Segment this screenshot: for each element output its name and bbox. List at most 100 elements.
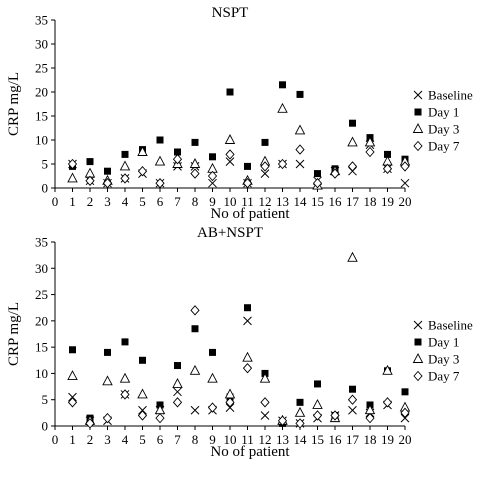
y-tick-label: 10 (35, 366, 48, 381)
data-point-diamond (225, 397, 235, 408)
data-point-diamond (137, 166, 148, 177)
data-point-diamond (137, 410, 148, 421)
data-point-cross (295, 159, 305, 169)
data-point-square (384, 150, 391, 158)
y-tick-label: 0 (42, 419, 49, 434)
data-point-square (69, 346, 76, 354)
data-point-diamond (102, 178, 113, 189)
x-tick-label: 20 (399, 432, 412, 447)
data-point-diamond (365, 146, 375, 158)
data-point-diamond (347, 394, 358, 405)
data-point-square (156, 136, 164, 144)
y-tick-label: 10 (35, 133, 48, 148)
x-tick-label: 8 (192, 432, 199, 447)
x-tick-label: 0 (52, 432, 59, 447)
data-point-square (209, 348, 216, 356)
data-point-triangle (364, 136, 376, 147)
data-point-cross (348, 405, 357, 415)
x-tick-label: 19 (381, 432, 394, 447)
data-point-cross (260, 411, 270, 420)
x-tick-label: 16 (329, 194, 343, 209)
data-point-diamond (277, 415, 288, 426)
data-point-square (401, 388, 409, 396)
x-tick-label: 1 (69, 194, 76, 209)
data-point-square (174, 362, 181, 370)
x-tick-label: 14 (294, 432, 308, 447)
legend-label: Day 3 (428, 352, 459, 367)
data-point-square (261, 138, 269, 146)
data-point-triangle (154, 155, 166, 166)
data-point-diamond (242, 178, 253, 189)
x-tick-label: 2 (87, 432, 94, 447)
data-point-square (86, 158, 94, 166)
data-point-diamond (382, 163, 393, 174)
data-point-diamond (207, 402, 218, 413)
x-tick-label: 9 (209, 194, 216, 209)
data-point-diamond (312, 410, 323, 421)
data-point-diamond (190, 168, 200, 179)
data-point-diamond (277, 158, 288, 170)
data-point-square (104, 348, 111, 356)
data-point-triangle (294, 406, 306, 417)
x-tick-label: 7 (174, 432, 181, 447)
data-point-triangle (347, 136, 358, 147)
data-point-square (104, 167, 111, 175)
chart-title: AB+NSPT (197, 225, 263, 241)
x-tick-label: 11 (241, 194, 254, 209)
legend-label: Day 7 (428, 139, 460, 154)
data-point-square (121, 150, 129, 158)
x-tick-label: 17 (346, 194, 360, 209)
data-point-diamond (172, 397, 183, 408)
x-axis-label: No of patient (210, 206, 290, 222)
legend-label: Day 7 (428, 369, 460, 384)
x-tick-label: 18 (364, 432, 377, 447)
x-tick-label: 12 (259, 194, 272, 209)
legend-marker-triangle (412, 123, 424, 133)
data-point-diamond (225, 149, 235, 160)
data-point-cross (400, 413, 410, 423)
y-tick-label: 0 (42, 181, 49, 196)
x-tick-label: 6 (157, 432, 164, 447)
data-point-diamond (85, 418, 95, 429)
data-point-square (244, 304, 251, 312)
data-point-diamond (400, 161, 410, 172)
data-point-diamond (85, 175, 95, 186)
data-point-square (209, 153, 216, 161)
data-point-triangle (189, 158, 201, 168)
data-point-triangle (137, 146, 148, 156)
data-point-diamond (330, 168, 340, 179)
data-point-diamond (207, 170, 218, 182)
x-tick-label: 16 (329, 432, 343, 447)
data-point-diamond (155, 178, 165, 189)
data-point-square (296, 398, 304, 406)
x-tick-label: 11 (241, 432, 254, 447)
data-point-diamond (400, 407, 410, 419)
x-tick-label: 15 (311, 194, 324, 209)
x-tick-label: 18 (364, 194, 377, 209)
data-point-diamond (102, 412, 113, 424)
y-tick-label: 5 (42, 157, 49, 172)
data-point-triangle (102, 375, 113, 386)
x-tick-label: 8 (192, 194, 199, 209)
data-point-triangle (119, 160, 131, 171)
data-point-diamond (347, 161, 358, 172)
y-tick-label: 25 (35, 287, 48, 302)
data-point-triangle (67, 172, 78, 183)
x-tick-label: 9 (209, 432, 216, 447)
data-point-diamond (67, 397, 78, 408)
data-point-triangle (312, 399, 323, 409)
x-tick-label: 14 (294, 194, 308, 209)
y-tick-label: 35 (35, 13, 48, 28)
x-tick-label: 0 (52, 194, 59, 209)
y-axis-label: CRP mg/L (6, 72, 22, 136)
data-point-triangle (242, 351, 253, 362)
legend-label: Day 3 (428, 122, 459, 137)
data-point-square (279, 81, 286, 89)
y-tick-label: 20 (35, 313, 48, 328)
x-tick-label: 5 (139, 432, 146, 447)
legend-marker-square (414, 108, 422, 116)
data-point-triangle (137, 388, 148, 399)
